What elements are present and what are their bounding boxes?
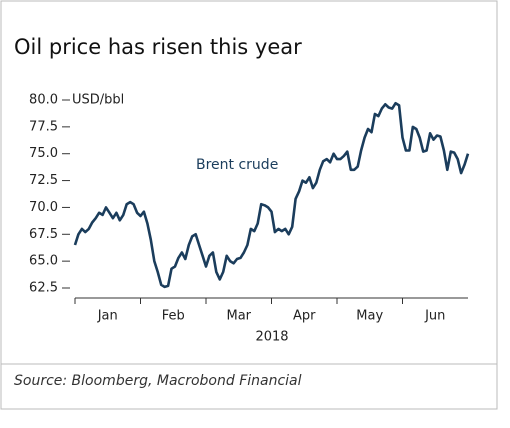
y-tick-label: 72.5 xyxy=(29,173,58,188)
x-tick-label: Jun xyxy=(424,309,445,324)
frame xyxy=(0,0,498,410)
x-tick-label: Jan xyxy=(97,309,118,324)
y-tick-label: 62.5 xyxy=(29,281,58,296)
x-axis-label: 2018 xyxy=(255,330,288,345)
y-tick-label: 70.0 xyxy=(29,200,58,215)
x-tick-label: Feb xyxy=(162,309,185,324)
y-tick-label: 77.5 xyxy=(29,119,58,134)
x-tick-label: May xyxy=(356,309,383,324)
y-tick-label: 75.0 xyxy=(29,146,58,161)
unit-label: USD/bbl xyxy=(72,93,124,108)
x-tick-label: Apr xyxy=(293,309,316,324)
y-tick-label: 67.5 xyxy=(29,227,58,242)
line xyxy=(73,101,470,289)
chart-title: Oil price has risen this year xyxy=(14,35,302,59)
x-tick-label: Mar xyxy=(226,309,251,324)
annotation: Brent crude xyxy=(196,157,278,173)
y-tick-label: 65.0 xyxy=(29,254,58,269)
y-tick-label: 80.0 xyxy=(29,93,58,108)
source: Source: Bloomberg, Macrobond Financial xyxy=(14,373,302,389)
